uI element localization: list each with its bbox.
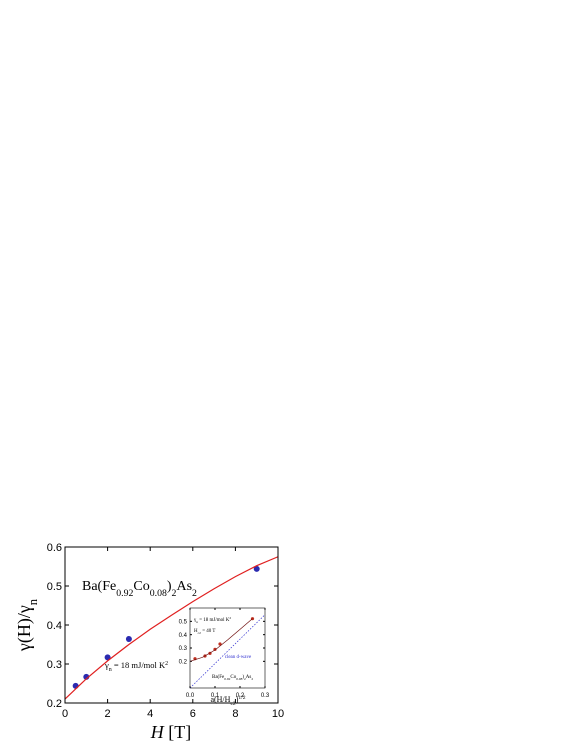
text-part: n xyxy=(26,598,40,605)
text-part: As xyxy=(176,579,192,594)
text-part: As xyxy=(246,675,252,680)
text-part: 0.92 xyxy=(224,677,230,681)
text-part: 2 xyxy=(244,677,246,681)
data-point xyxy=(125,636,132,643)
data-point xyxy=(83,673,90,680)
text-part: a(H/H xyxy=(210,695,230,704)
text-part: γ(H)/γ xyxy=(14,605,35,652)
data-point xyxy=(72,682,79,689)
text-part: H xyxy=(150,722,165,742)
x-tick-label: 6 xyxy=(190,708,196,720)
y-tick-label: 0.4 xyxy=(179,633,188,639)
text-part: c2 xyxy=(198,631,202,635)
text-part: 0.08 xyxy=(236,677,242,681)
x-tick-label: 0.3 xyxy=(261,693,270,699)
annotation: Hc2 = 40 T xyxy=(194,629,215,635)
text-part: ) xyxy=(167,579,172,594)
inset-background xyxy=(190,608,265,688)
annotation: Ba(Fe0.92Co0.08)2As2 xyxy=(212,675,253,681)
x-tick-label: 8 xyxy=(232,708,238,720)
y-tick-label: 0.5 xyxy=(47,581,62,593)
fit-line xyxy=(189,614,266,689)
x-tick-label: 10 xyxy=(272,708,284,720)
x-tick-label: 2 xyxy=(105,708,111,720)
text-part: 2 xyxy=(251,677,253,681)
plot-frame xyxy=(189,607,266,689)
text-part: c2 xyxy=(230,701,235,707)
text-part: Co xyxy=(133,579,149,594)
x-tick-label: 0.1 xyxy=(211,693,220,699)
x-tick-label: 4 xyxy=(147,708,153,720)
text-part: 0.92 xyxy=(116,588,133,599)
y-tick-label: 0.6 xyxy=(47,542,62,554)
text-part: clean d-wave xyxy=(225,655,252,660)
text-part: n xyxy=(196,620,198,624)
text-part: 2 xyxy=(172,588,177,599)
y-tick-label: 0.2 xyxy=(47,698,62,710)
text-part: Co xyxy=(230,675,236,680)
fit-line xyxy=(189,618,253,662)
text-part: γ xyxy=(194,618,197,623)
x-axis-label: a(H/Hc2)1/2 xyxy=(210,695,245,707)
y-tick-label: 0.3 xyxy=(179,646,188,652)
x-tick-label: 0.2 xyxy=(236,693,245,699)
text-part: H xyxy=(194,629,198,634)
annotation: clean d-wave xyxy=(225,655,252,660)
text-part: 2 xyxy=(192,588,197,599)
annotation: Ba(Fe0.92Co0.08)2As2 xyxy=(82,579,197,599)
y-tick-label: 0.2 xyxy=(179,659,188,665)
y-axis-label: γ(H)/γn xyxy=(14,598,40,652)
text-part: Ba(Fe xyxy=(212,675,225,680)
text-part: 2 xyxy=(229,616,231,620)
text-part: = 18 mJ/mol K xyxy=(198,618,230,623)
x-tick-label: 0.0 xyxy=(186,693,195,699)
text-part: Ba(Fe xyxy=(82,579,116,594)
text-part: 0.08 xyxy=(150,588,167,599)
text-part: γ xyxy=(104,660,109,670)
fit-line xyxy=(64,556,279,700)
plot-frame xyxy=(64,546,279,704)
data-point xyxy=(253,565,260,572)
text-part: = 40 T xyxy=(201,629,216,634)
text-part: = 18 mJ/mol K xyxy=(112,660,166,670)
annotation: γn = 18 mJ/mol K2 xyxy=(194,616,231,624)
x-axis-label: H [T] xyxy=(150,722,191,742)
y-tick-label: 0.3 xyxy=(47,659,62,671)
y-tick-label: 0.5 xyxy=(179,619,188,625)
annotation: γn = 18 mJ/mol K2 xyxy=(104,660,168,673)
text-part: 1/2 xyxy=(238,695,245,701)
x-tick-label: 0 xyxy=(62,708,68,720)
text-part: [T] xyxy=(164,722,191,742)
data-point xyxy=(104,654,111,661)
text-part: 2 xyxy=(165,661,168,667)
text-part: ) xyxy=(236,695,239,704)
data-point xyxy=(218,642,222,646)
text-part: n xyxy=(109,667,112,673)
text-part: ) xyxy=(242,675,244,680)
y-tick-label: 0.4 xyxy=(47,620,62,632)
